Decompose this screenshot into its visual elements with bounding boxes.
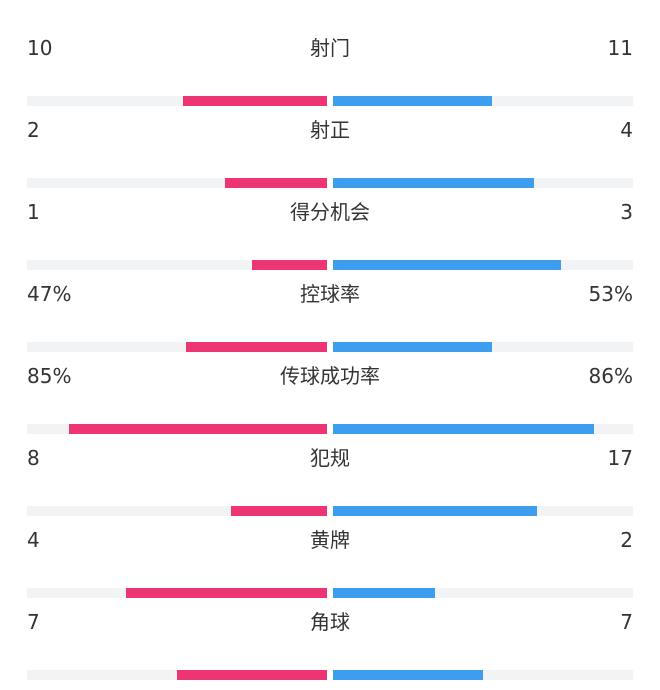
stat-row-possession: 47% 控球率 53% (0, 276, 660, 358)
away-bar-track (333, 424, 633, 434)
home-bar (69, 424, 327, 434)
away-value: 2 (620, 528, 633, 552)
stat-label: 得分机会 (290, 200, 370, 224)
home-bar (177, 670, 327, 680)
home-value: 1 (27, 200, 40, 224)
away-bar (333, 178, 534, 188)
stat-label: 射正 (310, 118, 350, 142)
stat-row-shots-on-target: 2 射正 4 (0, 112, 660, 194)
home-value: 4 (27, 528, 40, 552)
stat-label: 犯规 (310, 446, 350, 470)
away-bar-track (333, 260, 633, 270)
home-value: 2 (27, 118, 40, 142)
away-bar (333, 506, 537, 516)
home-bar (252, 260, 327, 270)
home-bar-track (27, 260, 327, 270)
home-bar (225, 178, 327, 188)
stat-label: 控球率 (300, 282, 360, 306)
stat-label: 传球成功率 (280, 364, 380, 388)
away-bar-track (333, 588, 633, 598)
away-bar-track (333, 670, 633, 680)
stat-label: 角球 (310, 610, 350, 634)
home-bar (183, 96, 327, 106)
away-bar (333, 260, 561, 270)
away-bar (333, 96, 492, 106)
away-value: 17 (607, 446, 633, 470)
away-value: 7 (620, 610, 633, 634)
home-bar-track (27, 588, 327, 598)
home-bar-track (27, 424, 327, 434)
away-value: 11 (607, 36, 633, 60)
stat-row-fouls: 8 犯规 17 (0, 440, 660, 522)
stat-row-shots: 10 射门 11 (0, 30, 660, 112)
home-value: 85% (27, 364, 72, 388)
stat-label: 射门 (310, 36, 350, 60)
home-bar (186, 342, 327, 352)
stat-row-chances: 1 得分机会 3 (0, 194, 660, 276)
home-value: 10 (27, 36, 53, 60)
home-bar-track (27, 96, 327, 106)
home-value: 7 (27, 610, 40, 634)
away-value: 86% (588, 364, 633, 388)
home-value: 47% (27, 282, 72, 306)
away-bar-track (333, 96, 633, 106)
home-bar (231, 506, 327, 516)
away-bar (333, 670, 483, 680)
home-bar-track (27, 178, 327, 188)
away-bar-track (333, 342, 633, 352)
home-bar-track (27, 342, 327, 352)
home-bar (126, 588, 327, 598)
stat-row-yellow-cards: 4 黄牌 2 (0, 522, 660, 604)
home-bar-track (27, 506, 327, 516)
stat-row-corners: 7 角球 7 (0, 604, 660, 686)
away-bar (333, 342, 492, 352)
away-bar (333, 588, 435, 598)
away-bar-track (333, 178, 633, 188)
away-value: 53% (588, 282, 633, 306)
home-bar-track (27, 670, 327, 680)
stat-row-pass-accuracy: 85% 传球成功率 86% (0, 358, 660, 440)
away-value: 3 (620, 200, 633, 224)
away-bar-track (333, 506, 633, 516)
stat-label: 黄牌 (310, 528, 350, 552)
home-value: 8 (27, 446, 40, 470)
away-bar (333, 424, 594, 434)
away-value: 4 (620, 118, 633, 142)
